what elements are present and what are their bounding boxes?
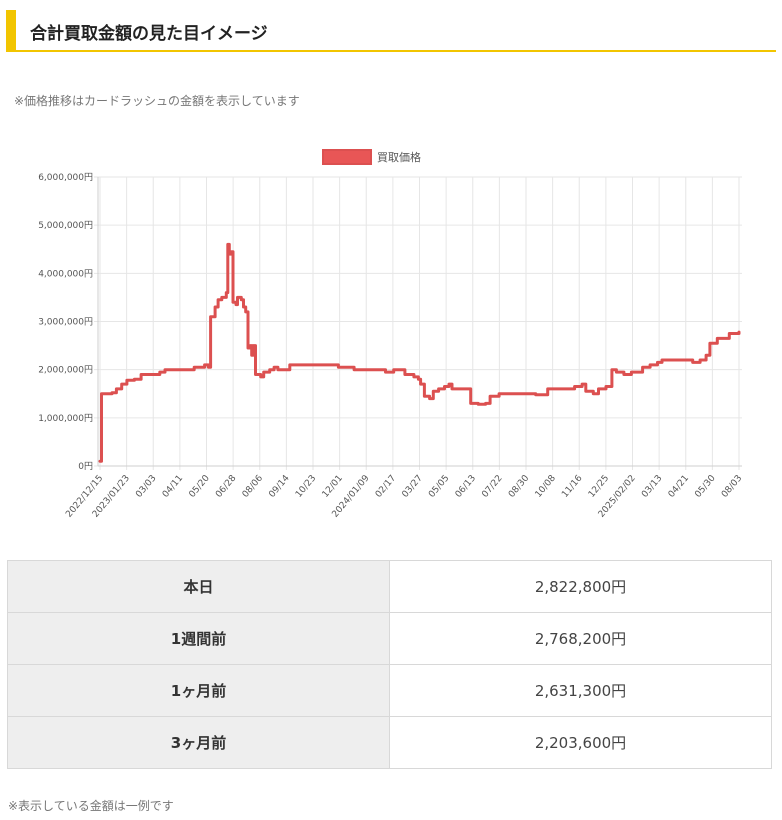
x-tick-label: 09/14 — [267, 473, 292, 500]
x-tick-label: 10/08 — [534, 473, 559, 500]
x-tick-label: 12/25 — [587, 474, 611, 500]
x-tick-label: 03/27 — [400, 474, 424, 500]
x-tick-label: 05/30 — [693, 473, 718, 500]
chart-grid — [94, 176, 742, 470]
y-tick-label: 3,000,000円 — [38, 317, 93, 328]
x-tick-label: 10/23 — [294, 474, 318, 500]
x-tick-label: 08/30 — [507, 473, 532, 500]
row-label: 1週間前 — [7, 612, 390, 665]
x-tick-label: 03/13 — [640, 474, 664, 500]
heading-title: 合計買取金額の見た目イメージ — [30, 24, 268, 44]
x-tick-label: 06/28 — [214, 473, 239, 500]
table-row: 本日 2,822,800円 — [7, 560, 772, 613]
x-tick-label: 07/22 — [480, 474, 504, 500]
x-tick-label: 11/16 — [560, 473, 585, 500]
heading-accent-bar — [6, 10, 16, 50]
table-row: 1ヶ月前 2,631,300円 — [7, 664, 772, 717]
legend-label[interactable]: 買取価格 — [377, 150, 421, 164]
y-tick-label: 1,000,000円 — [38, 413, 93, 424]
row-label: 本日 — [7, 560, 390, 613]
x-tick-label: 06/13 — [454, 474, 478, 500]
x-tick-label: 12/01 — [321, 474, 345, 500]
row-value: 2,203,600円 — [389, 716, 772, 769]
table-row: 1週間前 2,768,200円 — [7, 612, 772, 665]
row-value: 2,768,200円 — [389, 612, 772, 665]
x-tick-label: 04/21 — [667, 474, 691, 500]
x-tick-label: 05/05 — [427, 474, 451, 500]
row-label: 3ヶ月前 — [7, 716, 390, 769]
table-row: 3ヶ月前 2,203,600円 — [7, 716, 772, 769]
x-tick-label: 04/11 — [161, 474, 185, 500]
row-value: 2,822,800円 — [389, 560, 772, 613]
row-value: 2,631,300円 — [389, 664, 772, 717]
x-tick-label: 08/03 — [720, 474, 744, 500]
example-disclaimer: ※表示している金額は一例です — [8, 799, 174, 813]
price-chart: 6,000,000円 5,000,000円 4,000,000円 3,000,000円… — [38, 149, 744, 520]
price-source-note: ※価格推移はカードラッシュの金額を表示しています — [14, 94, 300, 108]
x-tick-label: 02/17 — [374, 474, 398, 500]
series-line — [98, 242, 741, 463]
chart-legend[interactable]: 買取価格 — [322, 149, 421, 165]
x-tick-label: 03/03 — [134, 474, 158, 500]
chart-series — [98, 242, 741, 463]
chart-axes: 6,000,000円 5,000,000円 4,000,000円 3,000,000円… — [38, 172, 744, 520]
y-tick-label: 2,000,000円 — [38, 365, 93, 376]
row-label: 1ヶ月前 — [7, 664, 390, 717]
y-tick-label: 5,000,000円 — [38, 220, 93, 231]
legend-swatch[interactable] — [322, 149, 372, 165]
price-history-table: 本日 2,822,800円 1週間前 2,768,200円 1ヶ月前 2,631… — [7, 560, 772, 769]
y-tick-label: 6,000,000円 — [38, 172, 93, 183]
section-heading: 合計買取金額の見た目イメージ — [6, 10, 776, 52]
x-tick-label: 05/20 — [187, 473, 212, 500]
y-tick-label: 0円 — [78, 461, 93, 472]
x-tick-label: 08/06 — [241, 473, 266, 500]
y-tick-label: 4,000,000円 — [38, 268, 93, 279]
